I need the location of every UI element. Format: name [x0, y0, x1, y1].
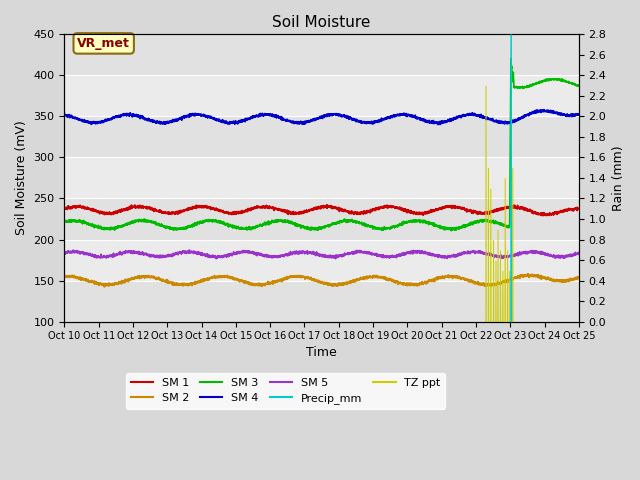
Bar	[65, 116, 579, 157]
SM 5	[150, 252, 157, 258]
SM 4	[280, 117, 288, 123]
SM 3	[119, 222, 127, 228]
Y-axis label: Soil Moisture (mV): Soil Moisture (mV)	[15, 120, 28, 235]
SM 4	[61, 110, 68, 116]
SM 1	[509, 203, 517, 209]
SM 1	[323, 202, 331, 207]
SM 2	[258, 282, 266, 288]
Legend: SM 1, SM 2, SM 3, SM 4, SM 5, Precip_mm, TZ ppt: SM 1, SM 2, SM 3, SM 4, SM 5, Precip_mm,…	[126, 373, 445, 408]
SM 3	[510, 76, 518, 82]
SM 5	[575, 252, 582, 257]
SM 5	[258, 252, 266, 258]
SM 3	[61, 218, 68, 224]
SM 4	[565, 112, 573, 118]
SM 2	[565, 277, 573, 283]
Line: SM 3: SM 3	[65, 59, 579, 231]
SM 5	[565, 252, 573, 258]
Line: SM 5: SM 5	[65, 250, 579, 259]
SM 4	[150, 119, 157, 125]
Line: SM 2: SM 2	[65, 274, 579, 287]
SM 1	[119, 208, 127, 214]
SM 5	[280, 252, 288, 258]
SM 2	[575, 275, 582, 280]
SM 3	[575, 82, 582, 88]
SM 1	[280, 208, 288, 214]
X-axis label: Time: Time	[307, 346, 337, 359]
Y-axis label: Rain (mm): Rain (mm)	[612, 145, 625, 211]
SM 4	[540, 107, 548, 112]
Text: VR_met: VR_met	[77, 37, 130, 50]
Bar	[65, 34, 579, 75]
Line: SM 4: SM 4	[65, 109, 579, 125]
SM 1	[61, 206, 68, 212]
SM 5	[332, 256, 339, 262]
SM 2	[100, 284, 108, 290]
Line: SM 1: SM 1	[65, 204, 579, 216]
SM 2	[120, 279, 127, 285]
SM 4	[509, 117, 517, 123]
SM 5	[186, 247, 193, 253]
SM 2	[61, 274, 68, 279]
Bar	[65, 281, 579, 322]
SM 3	[280, 218, 288, 224]
SM 2	[524, 271, 532, 276]
SM 3	[150, 220, 157, 226]
SM 3	[507, 56, 515, 61]
Title: Soil Moisture: Soil Moisture	[273, 15, 371, 30]
SM 5	[119, 250, 127, 255]
SM 1	[258, 204, 266, 210]
SM 1	[575, 206, 582, 212]
SM 2	[509, 275, 517, 281]
SM 4	[119, 112, 127, 118]
SM 1	[540, 213, 547, 218]
SM 2	[150, 275, 157, 280]
SM 3	[258, 222, 266, 228]
SM 3	[565, 80, 573, 85]
SM 1	[150, 207, 157, 213]
SM 4	[435, 122, 442, 128]
SM 5	[61, 249, 68, 255]
SM 3	[447, 228, 455, 234]
SM 5	[510, 252, 518, 258]
Bar	[65, 198, 579, 240]
SM 1	[565, 206, 573, 212]
SM 2	[280, 276, 288, 282]
SM 4	[575, 112, 582, 118]
SM 4	[258, 112, 266, 118]
